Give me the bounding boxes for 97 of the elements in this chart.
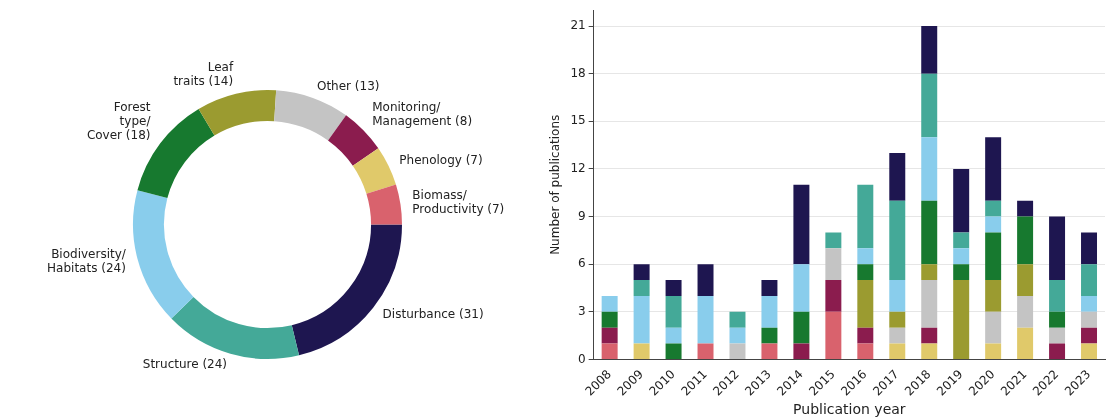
bar [1017,216,1034,265]
y-tick-label: 9 [578,208,586,223]
bar [633,280,650,296]
bar [1017,264,1034,296]
bar [1081,232,1098,265]
bar [985,200,1002,217]
bar [857,184,874,249]
bar [921,264,938,281]
bar [1017,295,1034,328]
bar [921,73,938,138]
bar [985,343,1002,359]
y-tick-label: 6 [578,256,586,271]
slice-label: Phenology (7) [399,152,483,167]
bar [601,343,618,359]
bar [1049,311,1066,328]
y-tick-label: 15 [570,113,586,128]
slice-label: Disturbance (31) [382,307,484,322]
bar [953,264,970,281]
bar [921,343,938,359]
bar [953,232,970,249]
bar [793,343,810,359]
bar [793,184,810,265]
bar [729,327,746,344]
bar [857,248,874,265]
bar [1017,327,1034,359]
bar [1081,343,1098,359]
x-axis-title: Publication year [793,401,906,418]
bar [857,264,874,281]
bar [985,216,1002,233]
bar [1049,280,1066,312]
bar [601,311,618,328]
bar [985,232,1002,281]
bar [857,327,874,344]
bar [1049,343,1066,359]
bar [985,311,1002,344]
y-tick-label: 12 [570,161,586,176]
bar [985,280,1002,312]
bar [889,327,906,344]
bar [1049,216,1066,281]
slice-label: Forest type/ Cover (18) [86,100,152,143]
bar [697,343,714,359]
bar [601,327,618,344]
y-tick-label: 3 [578,303,586,318]
bar [921,280,938,328]
bar [761,295,778,328]
bar [1017,200,1034,217]
slice-label: Leaf traits (14) [173,60,234,89]
slice-label: Biomass/ Productivity (7) [412,187,505,216]
bar [665,343,682,359]
bar [729,343,746,359]
bar [665,327,682,344]
bar [665,280,682,296]
bar [633,295,650,344]
bar [633,343,650,359]
bar [921,26,938,74]
bar [1081,295,1098,312]
bar [825,248,842,281]
bar [793,264,810,312]
bar [793,311,810,344]
bar [921,327,938,344]
bar [1081,264,1098,296]
bar [1049,327,1066,344]
bar [985,137,1002,201]
y-axis-title: Number of publications [548,114,563,255]
bar [953,248,970,265]
bar [857,280,874,328]
bar [697,295,714,344]
bar [761,343,778,359]
bar [761,327,778,344]
bar [889,153,906,201]
slice-label: Structure (24) [142,357,228,372]
bar [729,311,746,328]
slice-label: Monitoring/ Management (8) [372,100,473,129]
y-tick-label: 21 [570,18,586,33]
bar [1081,311,1098,328]
slice-label: Biodiversity/ Habitats (24) [47,247,127,276]
bar [825,280,842,312]
slice-label: Other (13) [316,78,380,93]
bar [889,343,906,359]
bar [889,311,906,328]
bar [889,280,906,312]
bar [921,137,938,201]
bar [825,311,842,359]
bar [953,280,970,359]
bar [889,200,906,281]
y-tick-label: 0 [578,351,586,366]
bar [665,295,682,328]
bar [825,232,842,249]
bar [633,264,650,281]
bar [761,280,778,296]
bar [953,168,970,233]
bar [921,200,938,265]
bar [857,343,874,359]
bar [601,295,618,312]
bar [1081,327,1098,344]
y-tick-label: 18 [570,65,586,80]
bar [697,264,714,296]
